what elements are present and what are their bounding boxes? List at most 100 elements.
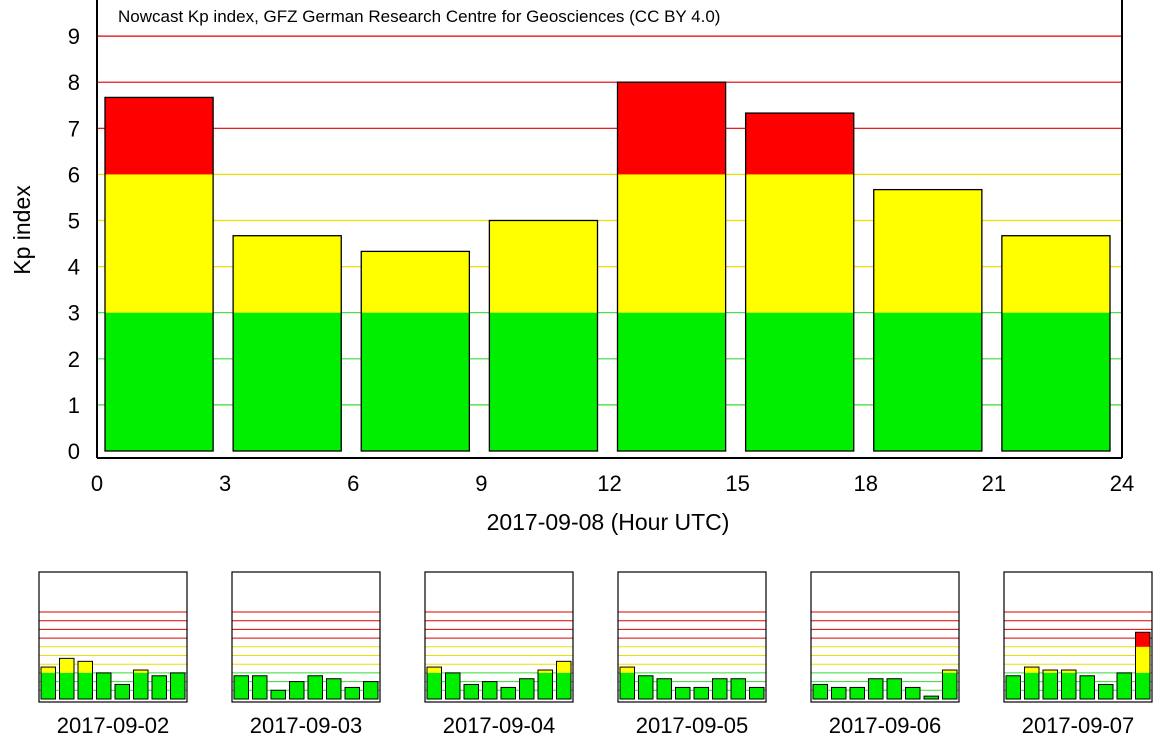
bar-segment-green <box>745 312 854 451</box>
mini-date-label: 2017-09-05 <box>636 713 749 738</box>
mini-chart-2017-09-05: 2017-09-05 <box>617 571 767 738</box>
mini-bar-segment-green <box>694 687 709 699</box>
mini-bar-outline <box>114 683 130 700</box>
mini-bar-outline <box>619 666 635 700</box>
mini-chart-2017-09-07: 2017-09-07 <box>1003 571 1153 738</box>
bar-segment-green <box>105 312 214 451</box>
y-tick-label: 9 <box>68 24 80 49</box>
mini-bar-outline <box>923 695 939 700</box>
mini-bar-segment-green <box>41 672 56 699</box>
mini-bar-outline <box>1042 669 1058 700</box>
mini-bar-outline <box>693 686 709 700</box>
bar-outline <box>104 96 214 452</box>
mini-bar-segment-yellow <box>1061 670 1076 673</box>
mini-bar-outline <box>1116 672 1132 700</box>
bar-outline <box>873 188 983 452</box>
mini-chart-2017-09-04: 2017-09-04 <box>424 571 574 738</box>
mini-bar-segment-yellow <box>59 658 74 673</box>
mini-date-label: 2017-09-04 <box>443 713 556 738</box>
x-tick-label: 3 <box>219 471 231 496</box>
mini-bar-segment-green <box>464 684 479 699</box>
mini-bar-segment-yellow <box>133 670 148 673</box>
x-axis-title: 2017-09-08 (Hour UTC) <box>487 509 730 535</box>
mini-bar-segment-green <box>271 690 286 699</box>
bar-segment-red <box>617 82 726 175</box>
bar-segment-yellow <box>745 174 854 313</box>
mini-plots: 2017-09-02 2017-09-03 2017-09-04 2017-09-05… <box>38 571 1153 738</box>
mini-bar-outline <box>556 660 572 700</box>
mini-bar-segment-green <box>731 678 746 699</box>
mini-chart-2017-09-03: 2017-09-03 <box>231 571 381 738</box>
mini-bar-outline <box>133 669 149 700</box>
mini-bar-segment-green <box>482 681 497 699</box>
mini-bar-segment-red <box>1135 632 1150 647</box>
mini-bar-segment-green <box>1043 672 1058 699</box>
bar-segment-yellow <box>489 220 598 313</box>
mini-bar-segment-green <box>1061 672 1076 699</box>
chart-subtitle: Nowcast Kp index, GFZ German Research Ce… <box>118 7 720 26</box>
mini-bar-segment-green <box>1098 684 1113 699</box>
mini-bar-outline <box>463 683 479 700</box>
mini-bar-outline <box>656 678 672 700</box>
mini-bar-outline <box>500 686 516 700</box>
y-tick-label: 0 <box>68 439 80 464</box>
mini-bar-segment-green <box>427 672 442 699</box>
mini-bar-segment-green <box>152 675 167 699</box>
x-tick-label: 12 <box>597 471 621 496</box>
mini-bar-segment-yellow <box>620 667 635 673</box>
mini-bar-outline <box>712 678 728 700</box>
bar-outline <box>488 219 599 452</box>
mini-bar-outline <box>886 678 902 700</box>
mini-bar-outline <box>831 686 847 700</box>
x-tick-label: 21 <box>982 471 1006 496</box>
mini-bar-segment-green <box>556 672 571 699</box>
mini-bar-outline <box>426 666 442 700</box>
y-tick-label: 2 <box>68 347 80 372</box>
mini-bar-outline <box>519 678 535 700</box>
mini-bar-outline <box>270 689 286 700</box>
y-tick-label: 3 <box>68 301 80 326</box>
mini-bar-segment-green <box>538 672 553 699</box>
bar-segment-yellow <box>873 189 982 313</box>
mini-bar-segment-green <box>363 681 378 699</box>
bar-segment-red <box>105 97 214 175</box>
bar-outline <box>1001 235 1111 452</box>
mini-bar-outline <box>1061 669 1077 700</box>
mini-bar-segment-green <box>1024 672 1039 699</box>
mini-bar-outline <box>233 675 249 700</box>
y-tick-label: 5 <box>68 209 80 234</box>
mini-frame <box>424 571 574 703</box>
mini-bar-outline <box>905 686 921 700</box>
bar-outline <box>616 81 727 452</box>
mini-bar-segment-green <box>813 684 828 699</box>
bar-segment-green <box>233 312 342 451</box>
mini-frame <box>38 571 188 703</box>
mini-bar-segment-yellow <box>427 667 442 673</box>
mini-bar-segment-green <box>831 687 846 699</box>
mini-bar-outline <box>1005 675 1021 700</box>
mini-bar-segment-green <box>675 687 690 699</box>
mini-bar-segment-green <box>501 687 516 699</box>
mini-chart-2017-09-06: 2017-09-06 <box>810 571 960 738</box>
mini-bar-outline <box>868 678 884 700</box>
mini-bar-segment-green <box>905 687 920 699</box>
bar-segment-yellow <box>233 235 342 313</box>
mini-bar-outline <box>482 681 498 700</box>
mini-bar-segment-yellow <box>41 667 56 673</box>
mini-bar-segment-green <box>1117 672 1132 699</box>
bar-outline <box>744 112 855 452</box>
mini-bar-outline <box>307 675 323 700</box>
bar-segment-yellow <box>617 174 726 313</box>
mini-date-label: 2017-09-03 <box>250 713 363 738</box>
mini-bar-segment-green <box>170 672 185 699</box>
x-tick-label: 9 <box>475 471 487 496</box>
mini-bar-segment-yellow <box>1135 646 1150 673</box>
mini-bar-segment-green <box>289 681 304 699</box>
mini-bar-outline <box>77 660 93 700</box>
bar-segment-green <box>873 312 982 451</box>
mini-bar-outline <box>749 686 765 700</box>
mini-bar-outline <box>1098 683 1114 700</box>
bar-segment-red <box>745 113 854 175</box>
mini-bar-segment-green <box>308 675 323 699</box>
mini-bar-outline <box>730 678 746 700</box>
